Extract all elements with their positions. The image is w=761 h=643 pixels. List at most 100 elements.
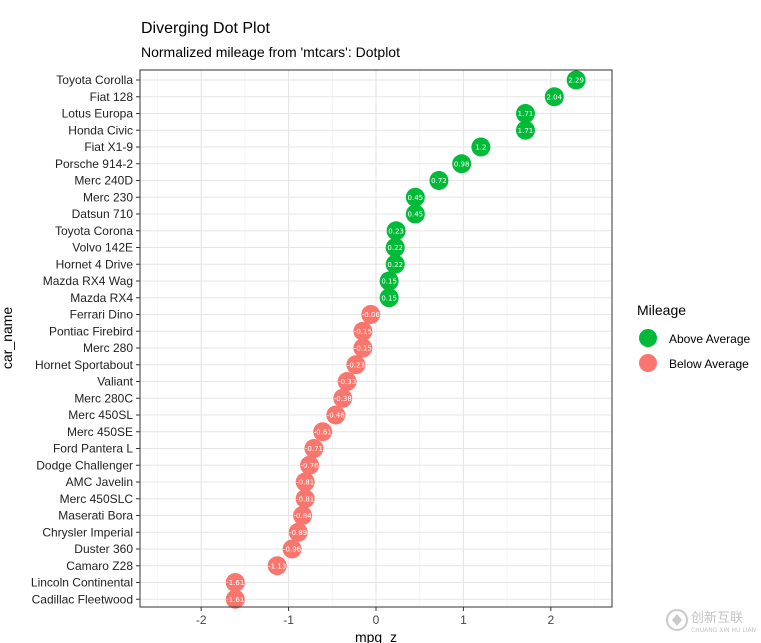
data-point [225, 589, 245, 609]
data-point-label: 0.98 [454, 160, 470, 168]
watermark-logo: 创新互联 CHUANG XIN HU LIAN [666, 609, 756, 634]
data-point [566, 70, 586, 90]
data-point-label: -0.15 [354, 345, 372, 353]
data-point-label: -0.61 [314, 428, 332, 436]
data-point [515, 120, 535, 140]
x-tick-label: 1 [460, 613, 467, 627]
y-tick-label: Ford Pantera L [53, 442, 133, 456]
y-tick-label: Toyota Corona [55, 224, 133, 238]
data-point [267, 556, 287, 576]
data-point-label: 1.71 [518, 110, 534, 118]
x-tick-label: 0 [373, 613, 380, 627]
data-point [353, 321, 373, 341]
x-tick-label: -2 [196, 613, 207, 627]
data-point [544, 87, 564, 107]
data-point-label: -0.89 [289, 529, 307, 537]
data-point-label: 0.22 [387, 261, 403, 269]
legend-title: Mileage [637, 302, 686, 318]
x-tick-label: -1 [283, 613, 294, 627]
y-tick-label: Merc 450SL [68, 408, 133, 422]
data-point-label: 1.71 [518, 127, 534, 135]
gridlines [140, 70, 612, 607]
data-point [361, 305, 381, 324]
data-point [326, 405, 346, 425]
y-tick-label: Maserati Bora [58, 509, 133, 523]
data-point [300, 455, 320, 475]
data-point-label: -1.13 [268, 562, 286, 570]
data-point-label: -0.23 [347, 361, 365, 369]
legend-key-above-average [639, 329, 657, 347]
data-point [385, 238, 405, 257]
data-point-label: -0.96 [283, 546, 302, 554]
y-tick-label: Volvo 142E [72, 241, 133, 255]
y-tick-label: Merc 450SE [67, 425, 133, 439]
data-point [295, 489, 315, 509]
y-tick-label: Mazda RX4 [70, 291, 133, 305]
data-point [471, 137, 491, 157]
x-ticks: -2 -1 0 1 2 [196, 607, 554, 627]
data-point-label: -0.15 [354, 328, 372, 336]
data-point [405, 187, 425, 207]
y-tick-label: Merc 450SLC [60, 492, 134, 506]
data-point-label: -0.46 [327, 412, 346, 420]
data-point-label: -1.61 [226, 579, 244, 587]
watermark-icon-mark [672, 614, 682, 626]
y-tick-label: AMC Javelin [66, 475, 133, 489]
data-point [295, 472, 315, 492]
data-points: 2.29 2.04 1.71 1.71 1.2 0.98 0.72 0.45 0.45 0.23 0… [225, 70, 586, 609]
y-axis-title: car_name [0, 307, 15, 369]
data-point-label: 0.72 [431, 177, 447, 185]
legend: Mileage Above Average Below Average [637, 302, 751, 372]
data-point [379, 288, 399, 308]
data-point-label: -0.81 [296, 495, 314, 503]
watermark-text: 创新互联 [691, 610, 743, 626]
data-point [346, 355, 366, 375]
data-point-label: -0.33 [338, 378, 356, 386]
y-tick-label: Toyota Corolla [56, 73, 133, 87]
plot-panel: 2.29 2.04 1.71 1.71 1.2 0.98 0.72 0.45 0.45 0.23 0… [139, 69, 613, 609]
data-point-label: -1.61 [226, 596, 244, 604]
data-point-label: 0.15 [381, 294, 397, 302]
data-point [405, 204, 425, 224]
data-point-label: -0.84 [294, 512, 313, 520]
data-point [333, 388, 353, 408]
data-point-label: 2.29 [568, 77, 584, 85]
y-tick-label: Cadillac Fleetwood [32, 592, 133, 606]
y-tick-label: Merc 240D [74, 174, 133, 188]
chart-title: Diverging Dot Plot [141, 20, 271, 37]
y-tick-label: Valiant [97, 375, 133, 389]
y-tick-label: Datsun 710 [72, 207, 134, 221]
y-tick-label: Lincoln Continental [31, 576, 133, 590]
y-tick-label: Ferrari Dino [70, 308, 134, 322]
data-point [385, 254, 405, 274]
y-tick-label: Porsche 914-2 [55, 157, 133, 171]
data-point-label: -0.06 [362, 311, 381, 319]
y-tick-label: Merc 230 [83, 190, 133, 204]
y-tick-label: Duster 360 [74, 542, 133, 556]
data-point-label: 0.45 [408, 211, 424, 219]
data-point [429, 171, 449, 190]
y-tick-label: Hornet Sportabout [35, 358, 134, 372]
data-point-label: -0.38 [334, 395, 352, 403]
legend-label-above-average: Above Average [669, 332, 751, 346]
data-point [293, 506, 313, 525]
y-tick-label: Pontiac Firebird [49, 324, 133, 338]
y-tick-label: Hornet 4 Drive [56, 257, 134, 271]
y-tick-label: Dodge Challenger [36, 458, 133, 472]
data-point-label: -0.81 [296, 479, 314, 487]
data-point-label: 1.2 [475, 144, 486, 152]
legend-key-below-average [639, 354, 657, 372]
data-point [386, 221, 406, 241]
legend-label-below-average: Below Average [669, 357, 749, 371]
x-tick-label: 2 [547, 613, 554, 627]
data-point [313, 422, 333, 442]
data-point-label: -0.71 [305, 445, 323, 453]
data-point [282, 539, 302, 559]
data-point-label: 0.22 [387, 244, 403, 252]
y-tick-labels: Toyota Corolla Fiat 128 Lotus Europa Honda … [31, 73, 140, 606]
data-point-label: 0.15 [381, 278, 397, 286]
watermark-icon [666, 609, 688, 631]
chart-subtitle: Normalized mileage from 'mtcars': Dotplo… [141, 44, 400, 60]
y-tick-label: Camaro Z28 [66, 559, 133, 573]
